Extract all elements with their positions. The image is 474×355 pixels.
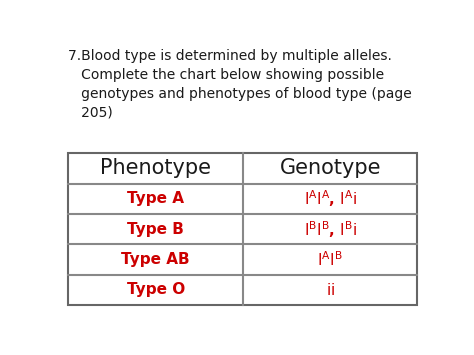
Text: Type A: Type A	[127, 191, 184, 206]
Text: $\mathsf{ii}$: $\mathsf{ii}$	[326, 282, 335, 298]
Text: Type O: Type O	[127, 282, 185, 297]
Text: Complete the chart below showing possible: Complete the chart below showing possibl…	[68, 68, 384, 82]
Text: 7.Blood type is determined by multiple alleles.: 7.Blood type is determined by multiple a…	[68, 49, 392, 64]
Text: Type AB: Type AB	[121, 252, 190, 267]
Text: Type B: Type B	[127, 222, 184, 237]
Text: Phenotype: Phenotype	[100, 158, 211, 179]
Text: genotypes and phenotypes of blood type (page: genotypes and phenotypes of blood type (…	[68, 87, 412, 100]
Text: $\mathsf{I}^{\mathsf{A}}\mathsf{I}^{\mathsf{A}}$, $\mathsf{I}^{\mathsf{A}}\maths: $\mathsf{I}^{\mathsf{A}}\mathsf{I}^{\mat…	[303, 189, 357, 209]
Text: $\mathsf{I}^{\mathsf{B}}\mathsf{I}^{\mathsf{B}}$, $\mathsf{I}^{\mathsf{B}}\maths: $\mathsf{I}^{\mathsf{B}}\mathsf{I}^{\mat…	[303, 219, 357, 240]
Text: Genotype: Genotype	[279, 158, 381, 179]
Text: $\mathsf{I}^{\mathsf{A}}\mathsf{I}^{\mathsf{B}}$: $\mathsf{I}^{\mathsf{A}}\mathsf{I}^{\mat…	[318, 250, 343, 269]
Text: 205): 205)	[68, 105, 113, 119]
Bar	[68, 153, 418, 305]
